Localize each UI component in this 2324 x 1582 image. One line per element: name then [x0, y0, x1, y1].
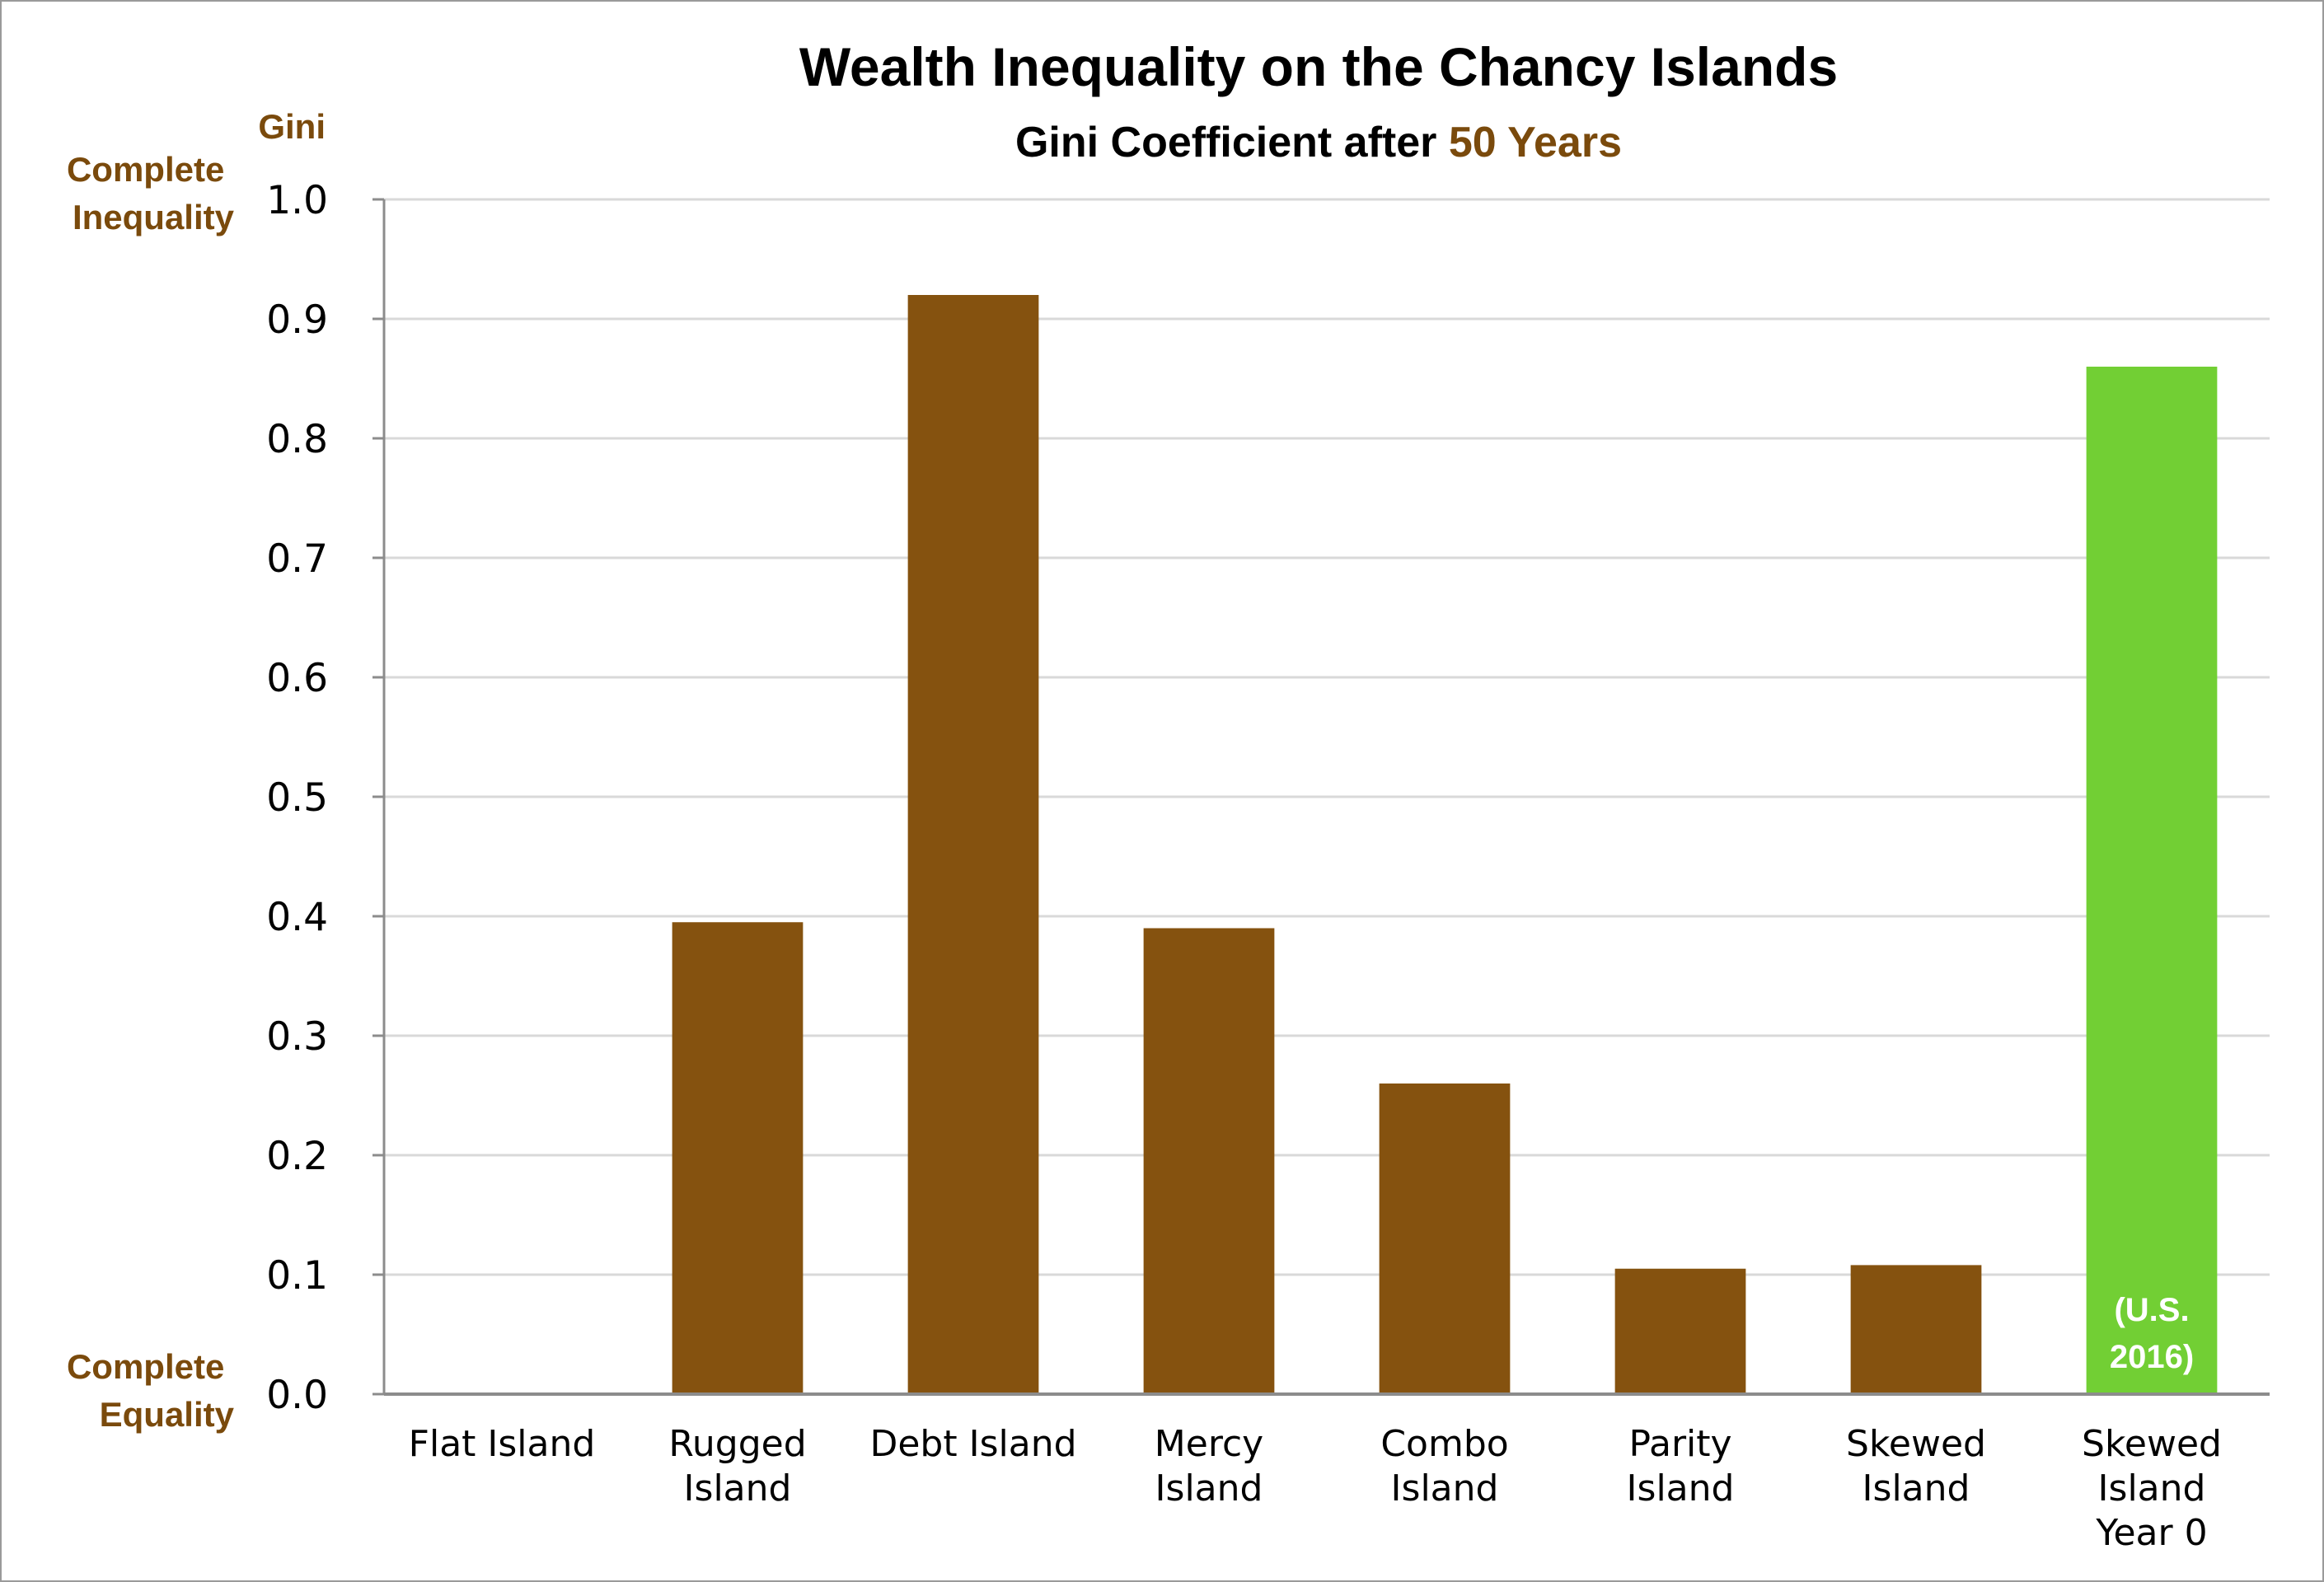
x-tick-label-5: Parity Island: [1627, 1423, 1735, 1509]
y-axis-title: Gini: [258, 107, 326, 146]
chart-title: Wealth Inequality on the Chancy Islands: [799, 36, 1838, 97]
y-tick-label-5: 0.5: [266, 775, 328, 821]
grid-layer: [384, 198, 2270, 1276]
bar-2: [907, 295, 1039, 1394]
bar-7: [2086, 367, 2218, 1394]
x-tick-label-7-line-2: Year 0: [2095, 1512, 2207, 1554]
chart-subtitle-prefix: Gini Coefficient after: [1015, 119, 1449, 166]
x-tick-label-6-line-0: Skewed: [1846, 1423, 1986, 1465]
x-tick-label-3-line-1: Island: [1155, 1467, 1263, 1509]
bar-5: [1614, 1268, 1746, 1394]
x-tick-label-3: Mercy Island: [1155, 1423, 1263, 1509]
y-tick-label-9: 0.9: [266, 297, 328, 343]
x-tick-label-2: Debt Island: [869, 1423, 1076, 1465]
x-tick-label-4-line-1: Island: [1391, 1467, 1499, 1509]
x-tick-label-5-line-0: Parity: [1628, 1423, 1731, 1465]
chart-subtitle: Gini Coefficient after 50 Years: [1015, 119, 1622, 166]
bar-annotation-line-0: (U.S.: [2114, 1292, 2189, 1328]
x-tick-label-4-line-0: Combo: [1380, 1423, 1508, 1465]
x-tick-label-1: Rugged Island: [668, 1423, 806, 1509]
bar-4: [1379, 1084, 1511, 1394]
labels-layer: 0.0 0.1 0.2 0.3 0.4 0.5 0.6 0.7 0.8 0.9 1.0 Flat Is…: [266, 178, 2222, 1554]
y-tick-label-7: 0.7: [266, 536, 328, 582]
y-tick-label-2: 0.2: [266, 1134, 328, 1179]
y-tick-label-6: 0.6: [266, 656, 328, 701]
x-tick-label-7-line-1: Island: [2098, 1467, 2206, 1509]
bar-annotation-line-1: 2016): [2110, 1339, 2194, 1375]
x-tick-label-0: Flat Island: [409, 1423, 596, 1465]
y-tick-label-10: 1.0: [266, 178, 328, 223]
y-bottom-label-line-2: Equality: [100, 1395, 235, 1434]
y-top-label-line-1: Complete: [67, 150, 224, 189]
x-tick-label-3-line-0: Mercy: [1155, 1423, 1263, 1465]
y-tick-label-8: 0.8: [266, 417, 328, 462]
x-tick-label-7: Skewed Island Year 0: [2082, 1423, 2222, 1554]
x-tick-label-7-line-0: Skewed: [2082, 1423, 2222, 1465]
x-tick-label-6-line-1: Island: [1862, 1467, 1970, 1509]
x-tick-label-2-line-0: Debt Island: [869, 1423, 1076, 1465]
y-top-label-line-2: Inequality: [73, 198, 235, 236]
y-top-label: Complete Inequality: [67, 150, 235, 236]
x-tick-label-5-line-1: Island: [1627, 1467, 1735, 1509]
x-tick-label-1-line-0: Rugged: [668, 1423, 806, 1465]
y-bottom-label: Complete Equality: [67, 1347, 235, 1434]
x-tick-label-6: Skewed Island: [1846, 1423, 1986, 1509]
y-tick-label-0: 0.0: [266, 1373, 328, 1418]
y-tick-label-3: 0.3: [266, 1014, 328, 1060]
x-tick-label-0-line-0: Flat Island: [409, 1423, 596, 1465]
y-tick-label-4: 0.4: [266, 895, 328, 940]
x-tick-label-1-line-1: Island: [684, 1467, 792, 1509]
bar-annotation: (U.S. 2016): [2110, 1292, 2194, 1375]
y-tick-label-1: 0.1: [266, 1253, 328, 1299]
bar-6: [1850, 1265, 1982, 1394]
chart-subtitle-highlight: 50 Years: [1449, 119, 1622, 166]
axis-layer: [372, 198, 2270, 1396]
x-tick-label-4: Combo Island: [1380, 1423, 1508, 1509]
bar-3: [1143, 928, 1275, 1394]
bars-layer: [672, 295, 2218, 1394]
bar-1: [672, 922, 804, 1394]
y-bottom-label-line-1: Complete: [67, 1347, 224, 1386]
